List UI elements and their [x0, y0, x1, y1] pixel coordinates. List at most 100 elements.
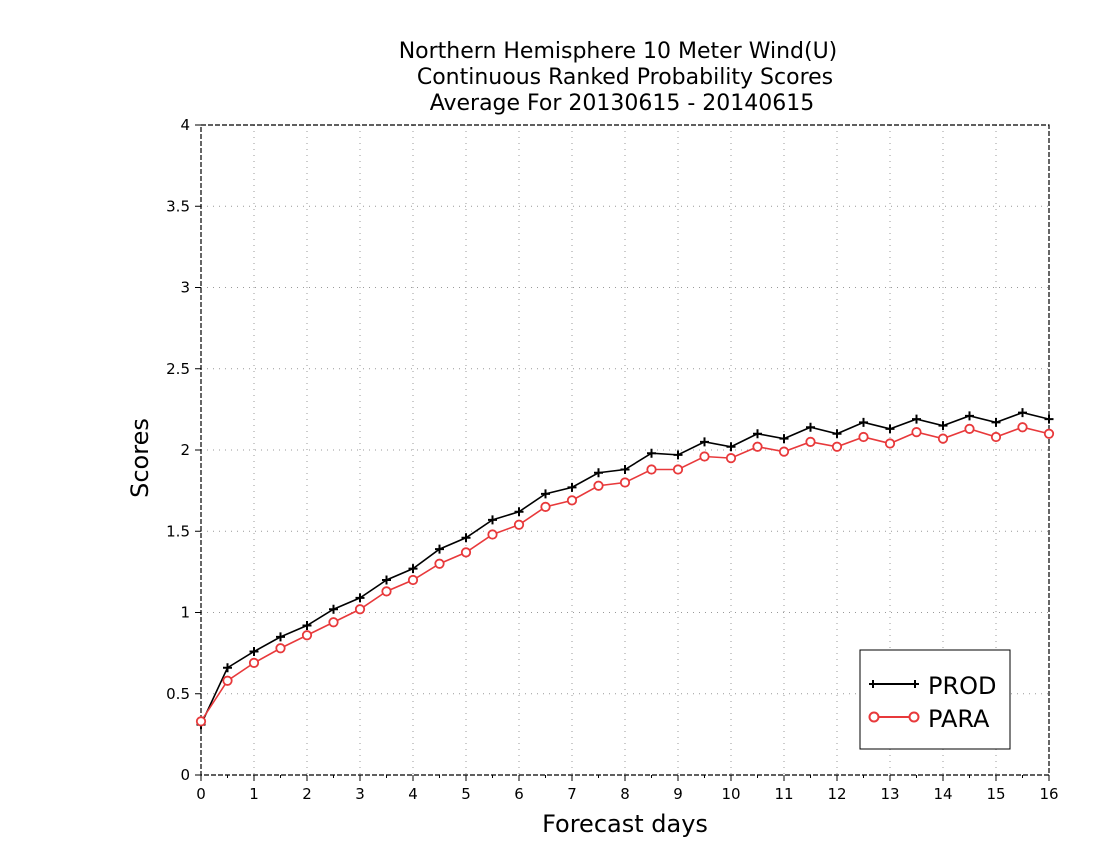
series-para-point: [884, 438, 896, 449]
legend-prod-label: PROD: [928, 672, 997, 700]
y-tick-label: 1.5: [166, 522, 190, 540]
series-para-point: [301, 630, 313, 641]
axes: 00.511.522.533.540 1 2 3 4 5 6 7 8 9 10 11 12 13 14 15 1…: [166, 116, 1058, 803]
series-para-point: [990, 431, 1002, 443]
x-axis-title: Forecast days: [542, 810, 708, 838]
series-para-point: [1017, 422, 1028, 433]
series-prod-point: [938, 421, 948, 431]
series-para-point: [381, 586, 392, 597]
series-para-point: [222, 675, 233, 686]
series-prod-point: [991, 417, 1001, 427]
series-para-point: [328, 617, 339, 628]
y-tick-label: 4: [180, 116, 190, 134]
series-para-point: [513, 519, 525, 530]
series-para-point: [964, 423, 975, 434]
series-prod-point: [435, 544, 444, 554]
y-tick-label: 2: [180, 441, 190, 459]
series-para: [195, 422, 1055, 727]
series-prod-point: [514, 507, 524, 517]
x-tick-label: 8: [620, 785, 630, 803]
legend-prod-marker: [869, 680, 919, 688]
series-prod-point: [673, 450, 683, 460]
x-tick-label: 6: [514, 785, 524, 803]
series-para-point: [778, 446, 790, 457]
series-prod: [196, 408, 1054, 730]
y-tick-label: 0: [180, 766, 190, 784]
x-tick-label: 13: [880, 785, 899, 803]
series-para-point: [593, 480, 604, 491]
y-tick-label: 1: [180, 604, 190, 622]
series-prod-point: [620, 465, 630, 474]
series-prod-point: [885, 424, 895, 434]
series-prod-point: [832, 429, 842, 439]
series-para-point: [725, 453, 737, 464]
series-para-point: [619, 477, 631, 488]
series-prod-point: [302, 621, 312, 630]
series-para-point: [487, 529, 498, 540]
series-para-point: [937, 433, 949, 444]
x-tick-label: 11: [774, 785, 793, 803]
chart-title-line-2: Continuous Ranked Probability Scores: [417, 65, 833, 90]
x-tick-label: 7: [567, 785, 577, 803]
x-tick-label: 1: [249, 785, 259, 803]
chart-title-line-1: Northern Hemisphere 10 Meter Wind(U): [399, 39, 838, 64]
x-tick-label: 12: [827, 785, 846, 803]
series-prod-point: [249, 647, 259, 656]
legend-para-label: PARA: [928, 705, 990, 733]
y-tick-label: 2.5: [166, 360, 190, 378]
y-axis-title: Scores: [126, 418, 154, 498]
series-prod-point: [461, 533, 471, 543]
series-para-point: [248, 657, 260, 668]
series-para-point: [672, 464, 684, 475]
x-tick-label: 0: [196, 785, 206, 803]
series-prod-point: [488, 515, 497, 525]
series-prod-point: [1018, 408, 1027, 418]
x-tick-label: 15: [986, 785, 1005, 803]
legend-box: [859, 649, 1011, 750]
series-para-point: [354, 604, 366, 615]
series-para-point: [752, 441, 763, 452]
series-prod-point: [329, 604, 338, 614]
series-prod-point: [408, 564, 418, 574]
x-tick-label: 5: [461, 785, 471, 803]
series-para-point: [195, 716, 207, 727]
series-para-point: [699, 451, 710, 462]
series-prod-point: [355, 593, 365, 603]
series-prod-point: [223, 663, 232, 673]
x-tick-label: 10: [721, 785, 740, 803]
series-prod-point: [726, 442, 736, 452]
series-para-point: [275, 643, 286, 654]
series-para-point: [646, 464, 657, 475]
series-group: [195, 408, 1055, 730]
series-prod-point: [859, 417, 868, 427]
series-prod-point: [779, 434, 789, 444]
y-tick-label: 3: [180, 279, 190, 297]
series-para-point: [1043, 428, 1055, 439]
x-tick-label: 4: [408, 785, 418, 803]
legend-para-marker: [908, 711, 920, 723]
series-prod-point: [1044, 414, 1054, 424]
series-prod-point: [382, 575, 391, 585]
y-tick-label: 3.5: [166, 197, 190, 215]
x-tick-label: 2: [302, 785, 312, 803]
series-prod-point: [647, 448, 656, 458]
series-para-point: [566, 495, 578, 506]
x-tick-label: 3: [355, 785, 365, 803]
series-para-point: [911, 427, 922, 438]
x-tick-label: 14: [933, 785, 952, 803]
series-para-point: [407, 574, 419, 586]
series-prod-point: [912, 414, 921, 424]
series-para-point: [858, 431, 869, 443]
legend-item-para: PARA: [868, 705, 990, 733]
series-prod-point: [806, 422, 815, 432]
grid: [201, 125, 1049, 775]
series-para-point: [434, 558, 445, 569]
y-tick-label: 0.5: [166, 685, 190, 703]
x-tick-label: 16: [1039, 785, 1058, 803]
chart-title-line-3: Average For 20130615 - 20140615: [430, 91, 815, 116]
series-prod-point: [594, 468, 603, 478]
series-para-point: [460, 547, 472, 558]
series-prod-point: [276, 632, 285, 642]
series-prod-point: [567, 482, 577, 492]
